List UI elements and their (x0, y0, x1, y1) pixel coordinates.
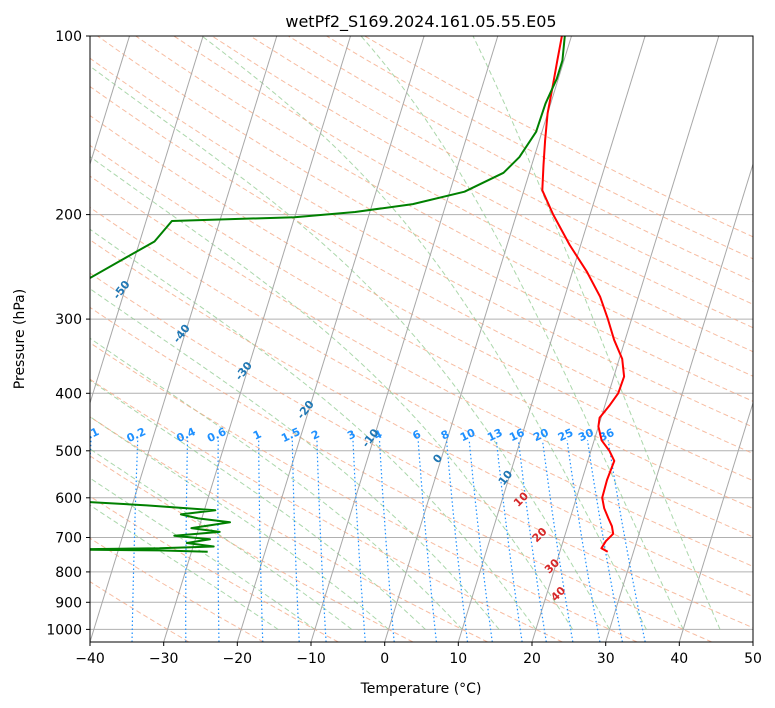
y-tick-label: 700 (55, 531, 82, 547)
mixing-ratio-label: 10 (458, 426, 478, 444)
isotherm-line (310, 36, 499, 642)
mixing-ratio-line (352, 440, 366, 642)
pressure-grid (90, 36, 753, 630)
x-tick-label: −30 (149, 651, 179, 667)
mixing-ratio-line (417, 440, 437, 642)
dewpoint-profile-line (90, 36, 566, 553)
x-axis-ticks: −40 −30 −20 −10 0 10 20 30 40 50 (75, 642, 762, 667)
moist-adiabat (90, 477, 316, 630)
y-tick-label: 1000 (46, 622, 82, 638)
dry-adiabat (90, 272, 753, 629)
x-tick-label: 0 (380, 651, 389, 667)
y-tick-label: 300 (55, 312, 82, 328)
moist-adiabat (90, 155, 574, 630)
y-tick-label: 400 (55, 386, 82, 402)
mixing-ratio-line (495, 440, 523, 642)
mixing-ratio-line (468, 440, 493, 642)
y-tick-label: 100 (55, 29, 82, 45)
mixing-ratio-line (607, 440, 646, 642)
plot-frame (89, 35, 754, 643)
mixing-ratio-line (291, 440, 300, 642)
moist-adiabat (90, 65, 610, 630)
mixing-ratio-line (217, 440, 220, 642)
y-tick-label: 500 (55, 444, 82, 460)
mixing-ratio-label: 16 (507, 426, 527, 444)
mixing-ratio-line (131, 440, 139, 642)
plot-area: 0.10.20.40.611.52346810131620253036-100-… (78, 36, 753, 642)
dry-adiabat (90, 581, 190, 642)
dry-adiabat (90, 378, 563, 642)
mixing-ratio-lines (90, 440, 646, 642)
y-tick-label: 800 (55, 565, 82, 581)
moist-adiabat (90, 288, 500, 630)
moist-adiabat (90, 337, 463, 630)
isotherm-line (90, 36, 130, 166)
mixing-ratio-line (586, 440, 623, 642)
isotherm-line (90, 36, 204, 405)
x-tick-label: 20 (523, 651, 541, 667)
y-axis-ticks: 100 200 300 400 500 600 700 800 900 1000 (46, 29, 90, 638)
moist-adiabat (472, 36, 721, 630)
dry-adiabat (135, 36, 753, 377)
moist-adiabat (90, 416, 389, 630)
mixing-ratio-label: 20 (531, 426, 551, 444)
skewed-isotherms (90, 36, 753, 642)
moist-adiabats (90, 36, 721, 630)
isotherm-line (457, 36, 646, 642)
dry-adiabat (90, 57, 753, 428)
mixing-ratio-line (541, 440, 574, 642)
x-axis-label: Temperature (°C) (360, 681, 482, 697)
moist-adiabat (201, 36, 647, 630)
mixing-ratio-line (517, 440, 547, 642)
temperature-profile-line (541, 36, 626, 553)
dry-adiabat (173, 36, 753, 353)
mixing-ratio-line (566, 440, 601, 642)
mixing-ratio-line (378, 440, 395, 642)
mixing-ratio-label: 30 (576, 426, 596, 444)
x-tick-label: 10 (449, 651, 467, 667)
x-tick-label: 40 (670, 651, 688, 667)
chart-title: wetPf2_S169.2024.161.05.55.E05 (285, 12, 556, 32)
moist-adiabat (90, 228, 537, 630)
isotherm-line (605, 162, 753, 642)
mixing-ratio-line (316, 440, 327, 642)
x-tick-label: −40 (75, 651, 105, 667)
isotherm-line (678, 401, 753, 642)
isotherm-line (531, 36, 720, 642)
dry-adiabat (90, 537, 264, 642)
mixing-ratio-label: 25 (556, 426, 575, 444)
dry-adiabat (90, 239, 753, 598)
mixing-ratio-line (258, 440, 264, 642)
y-tick-label: 200 (55, 208, 82, 224)
mixing-ratio-line (446, 440, 469, 642)
dry-adiabat (97, 36, 753, 402)
x-tick-label: −20 (223, 651, 253, 667)
isotherm-line (384, 36, 572, 642)
mixing-ratio-label: 0.1 (78, 425, 101, 445)
profile-series (90, 36, 626, 553)
x-tick-label: −10 (296, 651, 326, 667)
y-axis-label: Pressure (hPa) (12, 289, 28, 389)
x-tick-label: 50 (744, 651, 762, 667)
isotherm-line (236, 36, 425, 642)
moist-adiabat (90, 504, 279, 630)
dry-adiabat (90, 175, 753, 538)
y-tick-label: 600 (55, 491, 82, 507)
moist-adiabat (360, 36, 684, 630)
moist-adiabat (90, 379, 426, 630)
mixing-ratio-label: 13 (485, 426, 504, 444)
dry-adiabat (90, 144, 753, 509)
isotherm-line (90, 36, 278, 642)
dry-adiabat (90, 342, 638, 642)
y-tick-label: 900 (55, 595, 82, 611)
x-tick-label: 30 (597, 651, 615, 667)
mixing-ratio-line (185, 440, 189, 642)
